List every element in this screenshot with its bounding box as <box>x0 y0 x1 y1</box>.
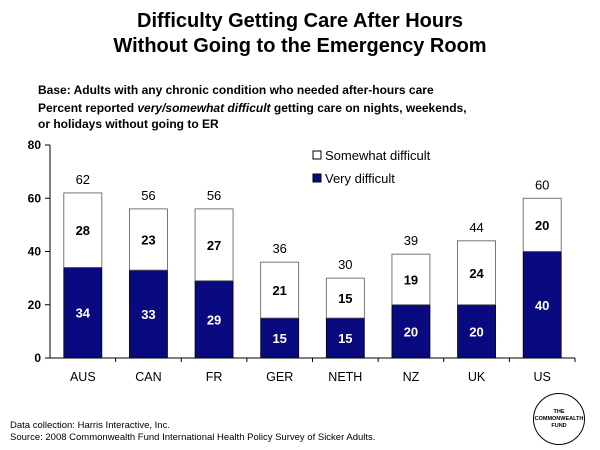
total-value-label: 30 <box>338 257 352 272</box>
total-value-label: 62 <box>76 172 90 187</box>
bar-somewhat-difficult <box>129 208 168 271</box>
y-tick-label: 20 <box>28 298 42 312</box>
bar-very-difficult <box>325 317 365 359</box>
category-label: NETH <box>328 370 362 384</box>
title-line-1: Difficulty Getting Care After Hours <box>137 10 463 32</box>
total-value-label: 36 <box>272 241 286 256</box>
very-difficult-value-label: 29 <box>207 312 221 327</box>
bar-somewhat-difficult <box>522 197 562 252</box>
somewhat-difficult-value-label: 23 <box>141 233 155 248</box>
bar-somewhat-difficult <box>391 253 431 306</box>
bar-somewhat-difficult <box>325 277 365 319</box>
bar-very-difficult <box>194 280 234 359</box>
bar-very-difficult <box>129 269 168 359</box>
category-label: FR <box>206 370 223 384</box>
category-label: AUS <box>70 370 96 384</box>
bar-very-difficult <box>522 251 562 359</box>
category-label: NZ <box>403 370 420 384</box>
very-difficult-value-label: 15 <box>272 331 286 346</box>
very-difficult-value-label: 15 <box>338 331 352 346</box>
very-difficult-value-label: 40 <box>535 298 549 313</box>
category-label: UK <box>468 370 486 384</box>
somewhat-difficult-value-label: 15 <box>338 291 352 306</box>
y-tick-label: 60 <box>28 191 42 205</box>
bar-somewhat-difficult <box>260 261 300 319</box>
percent-note-line-1: Percent reported very/somewhat difficult… <box>38 100 467 116</box>
seal-line-1: THE <box>553 408 565 415</box>
very-difficult-value-label: 33 <box>141 307 155 322</box>
somewhat-difficult-value-label: 24 <box>469 266 484 281</box>
base-note: Base: Adults with any chronic condition … <box>38 83 434 97</box>
legend-label-somewhat-difficult: Somewhat difficult <box>325 148 431 163</box>
seal-line-3: FUND <box>551 422 567 429</box>
percent-note-post: getting care on nights, weekends, <box>270 101 467 115</box>
category-label: GER <box>266 370 293 384</box>
very-difficult-value-label: 34 <box>76 306 91 321</box>
total-value-label: 56 <box>207 188 221 203</box>
seal-line-2: COMMONWEALTH <box>534 415 584 422</box>
title-line-2: Without Going to the Emergency Room <box>113 35 487 57</box>
bar-somewhat-difficult <box>457 240 496 306</box>
somewhat-difficult-value-label: 21 <box>272 283 286 298</box>
bar-somewhat-difficult <box>194 208 234 282</box>
y-tick-label: 40 <box>28 245 42 259</box>
legend-swatch-very-difficult <box>312 173 322 183</box>
total-value-label: 60 <box>535 177 549 192</box>
bar-very-difficult <box>63 267 103 359</box>
bar-very-difficult <box>457 304 496 359</box>
commonwealth-fund-seal: THE COMMONWEALTH FUND <box>533 393 585 445</box>
y-tick-label: 80 <box>28 138 42 152</box>
somewhat-difficult-value-label: 28 <box>76 223 90 238</box>
very-difficult-value-label: 20 <box>469 324 483 339</box>
legend-swatch-somewhat-difficult <box>312 150 322 160</box>
very-difficult-value-label: 20 <box>404 324 418 339</box>
somewhat-difficult-value-label: 20 <box>535 218 549 233</box>
percent-note: Percent reported very/somewhat difficult… <box>38 100 467 132</box>
total-value-label: 39 <box>404 233 418 248</box>
bar-somewhat-difficult <box>63 192 103 268</box>
bar-very-difficult <box>260 317 300 359</box>
percent-note-pre: Percent reported <box>38 101 138 115</box>
legend-label-very-difficult: Very difficult <box>325 171 395 186</box>
somewhat-difficult-value-label: 19 <box>404 272 418 287</box>
footer-data-collection: Data collection: Harris Interactive, Inc… <box>10 420 170 431</box>
total-value-label: 56 <box>141 188 155 203</box>
y-tick-label: 0 <box>34 351 41 365</box>
category-label: US <box>534 370 551 384</box>
somewhat-difficult-value-label: 27 <box>207 238 221 253</box>
percent-note-line-2: or holidays without going to ER <box>38 117 219 131</box>
bar-very-difficult <box>391 304 431 359</box>
footer-source: Source: 2008 Commonwealth Fund Internati… <box>10 432 376 443</box>
total-value-label: 44 <box>469 220 483 235</box>
category-label: CAN <box>135 370 161 384</box>
percent-note-italic: very/somewhat difficult <box>137 101 271 115</box>
chart-title: Difficulty Getting Care After Hours With… <box>0 9 600 59</box>
